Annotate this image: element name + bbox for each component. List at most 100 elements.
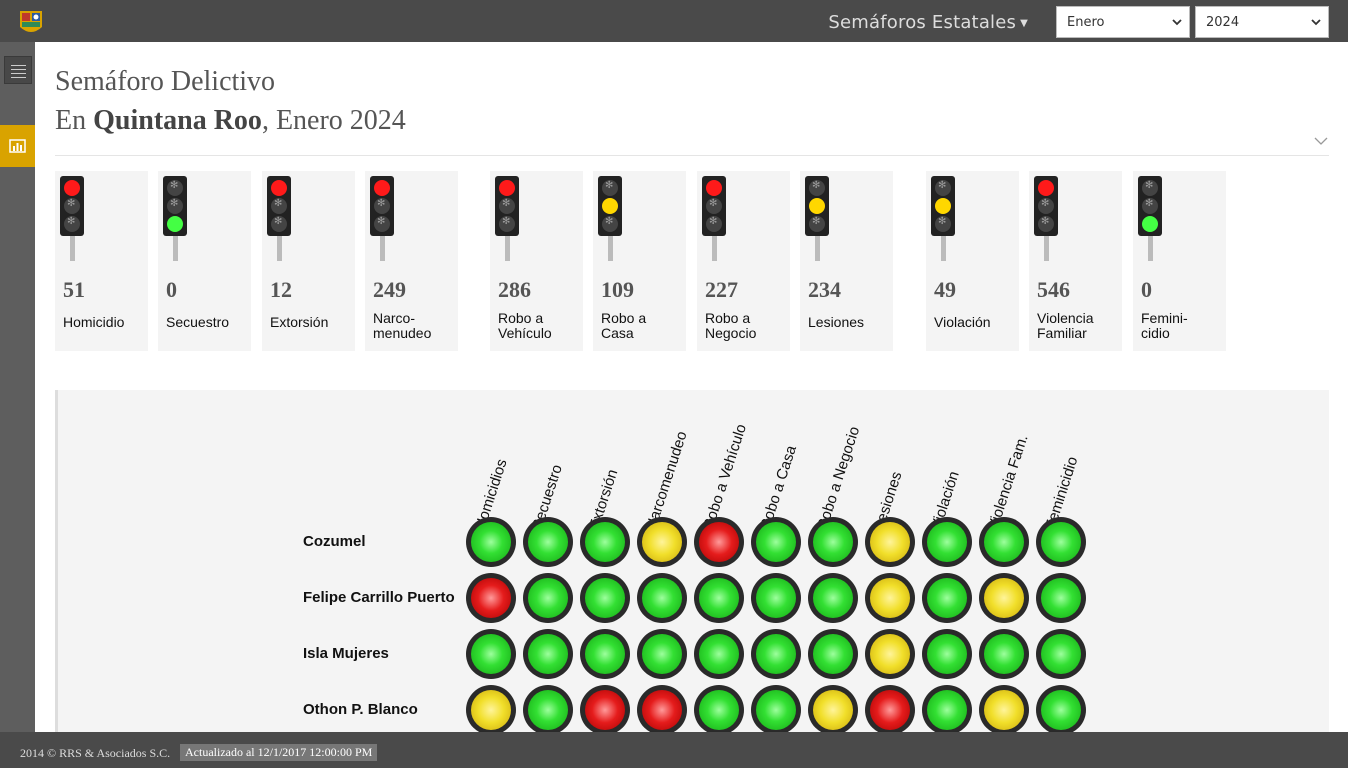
crime-card[interactable]: 12 Extorsión — [262, 171, 355, 351]
status-light-green[interactable] — [1036, 573, 1086, 623]
crime-card[interactable]: 0 Femini- cidio — [1133, 171, 1226, 351]
crime-label: Extorsión — [270, 314, 329, 330]
traffic-lamp — [374, 216, 390, 232]
crime-count: 234 — [808, 277, 841, 302]
crime-card[interactable]: 227 Robo a Negocio — [697, 171, 790, 351]
traffic-lamp — [271, 180, 287, 196]
crime-count: 0 — [1141, 277, 1152, 302]
traffic-light-icon — [1034, 176, 1058, 261]
status-light-yellow[interactable] — [865, 573, 915, 623]
crime-label: Lesiones — [808, 314, 865, 330]
municipality-matrix: Homicidios Secuestro Extorsión Narcomenudeo… — [55, 390, 1329, 732]
status-light-yellow[interactable] — [979, 685, 1029, 732]
crime-count: 286 — [498, 277, 531, 302]
status-light-green[interactable] — [580, 573, 630, 623]
status-light-green[interactable] — [523, 517, 573, 567]
status-light-yellow[interactable] — [637, 517, 687, 567]
status-light-green[interactable] — [808, 517, 858, 567]
month-select-value: Enero — [1067, 15, 1105, 30]
matrix-column-header: Robo a Vehículo — [699, 422, 751, 532]
status-light-green[interactable] — [979, 517, 1029, 567]
status-light-green[interactable] — [922, 685, 972, 732]
crime-card[interactable]: 49 Violación — [926, 171, 1019, 351]
menu-toggle-button[interactable] — [4, 56, 32, 84]
status-light-green[interactable] — [751, 517, 801, 567]
traffic-lamp — [1142, 198, 1158, 214]
status-light-green[interactable] — [694, 685, 744, 732]
crime-card[interactable]: 51 Homicidio — [55, 171, 148, 351]
status-light-green[interactable] — [979, 629, 1029, 679]
status-light-green[interactable] — [751, 573, 801, 623]
status-light-green[interactable] — [523, 573, 573, 623]
status-light-green[interactable] — [1036, 685, 1086, 732]
status-light-green[interactable] — [523, 629, 573, 679]
state-dashboards-label: Semáforos Estatales — [828, 12, 1017, 33]
status-light-green[interactable] — [466, 517, 516, 567]
status-light-yellow[interactable] — [979, 573, 1029, 623]
crime-card[interactable]: 286 Robo a Vehículo — [490, 171, 583, 351]
status-light-green[interactable] — [637, 629, 687, 679]
status-light-green[interactable] — [694, 629, 744, 679]
crime-count: 0 — [166, 277, 177, 302]
traffic-light-icon — [598, 176, 622, 261]
status-light-green[interactable] — [751, 629, 801, 679]
traffic-lamp — [809, 180, 825, 196]
status-light-green[interactable] — [637, 573, 687, 623]
status-light-green[interactable] — [751, 685, 801, 732]
crime-label: Secuestro — [166, 314, 230, 330]
crime-card[interactable]: 546 Violencia Familiar — [1029, 171, 1122, 351]
traffic-lamp — [1142, 216, 1158, 232]
municipality-name: Felipe Carrillo Puerto — [303, 589, 455, 606]
status-light-green[interactable] — [808, 573, 858, 623]
year-select[interactable]: 2024 — [1195, 6, 1329, 38]
status-light-red[interactable] — [865, 685, 915, 732]
status-light-green[interactable] — [1036, 517, 1086, 567]
matrix-column-header: Robo a Negocio — [813, 424, 864, 532]
crime-card[interactable]: 0 Secuestro — [158, 171, 251, 351]
status-light-red[interactable] — [466, 573, 516, 623]
traffic-lamp — [935, 198, 951, 214]
status-light-yellow[interactable] — [865, 629, 915, 679]
traffic-lamp — [64, 198, 80, 214]
status-light-green[interactable] — [808, 629, 858, 679]
state-emblem-logo[interactable] — [18, 7, 44, 37]
traffic-lamp — [1038, 216, 1054, 232]
traffic-lamp — [1038, 198, 1054, 214]
traffic-lamp — [167, 216, 183, 232]
crime-label: Narco- menudeo — [373, 310, 432, 341]
status-light-yellow[interactable] — [865, 517, 915, 567]
traffic-lamp — [809, 216, 825, 232]
crime-card[interactable]: 234 Lesiones — [800, 171, 893, 351]
status-light-green[interactable] — [694, 573, 744, 623]
page-subtitle: En Quintana Roo, Enero 2024 — [55, 105, 406, 137]
status-light-green[interactable] — [466, 629, 516, 679]
status-light-yellow[interactable] — [808, 685, 858, 732]
status-light-yellow[interactable] — [466, 685, 516, 732]
sidebar-item-chart[interactable] — [0, 125, 35, 167]
copyright-text: 2014 © RRS & Asociados S.C. — [20, 746, 171, 760]
chevron-down-icon — [1172, 19, 1182, 26]
crime-card[interactable]: 109 Robo a Casa — [593, 171, 686, 351]
status-light-red[interactable] — [580, 685, 630, 732]
traffic-lamp — [64, 216, 80, 232]
state-dashboards-dropdown[interactable]: Semáforos Estatales ▼ — [828, 12, 1028, 33]
traffic-lamp — [167, 180, 183, 196]
traffic-lamp — [167, 198, 183, 214]
status-light-green[interactable] — [580, 629, 630, 679]
header-divider — [55, 155, 1329, 156]
crime-card[interactable]: 249 Narco- menudeo — [365, 171, 458, 351]
status-light-green[interactable] — [922, 517, 972, 567]
status-light-red[interactable] — [637, 685, 687, 732]
crime-label: Homicidio — [63, 314, 125, 330]
status-light-green[interactable] — [1036, 629, 1086, 679]
status-light-green[interactable] — [922, 573, 972, 623]
traffic-lamp — [499, 198, 515, 214]
traffic-lamp — [499, 216, 515, 232]
collapse-chevron-icon[interactable] — [1314, 136, 1328, 146]
month-select[interactable]: Enero — [1056, 6, 1190, 38]
status-light-green[interactable] — [523, 685, 573, 732]
status-light-green[interactable] — [922, 629, 972, 679]
status-light-green[interactable] — [580, 517, 630, 567]
traffic-light-icon — [163, 176, 187, 261]
status-light-red[interactable] — [694, 517, 744, 567]
